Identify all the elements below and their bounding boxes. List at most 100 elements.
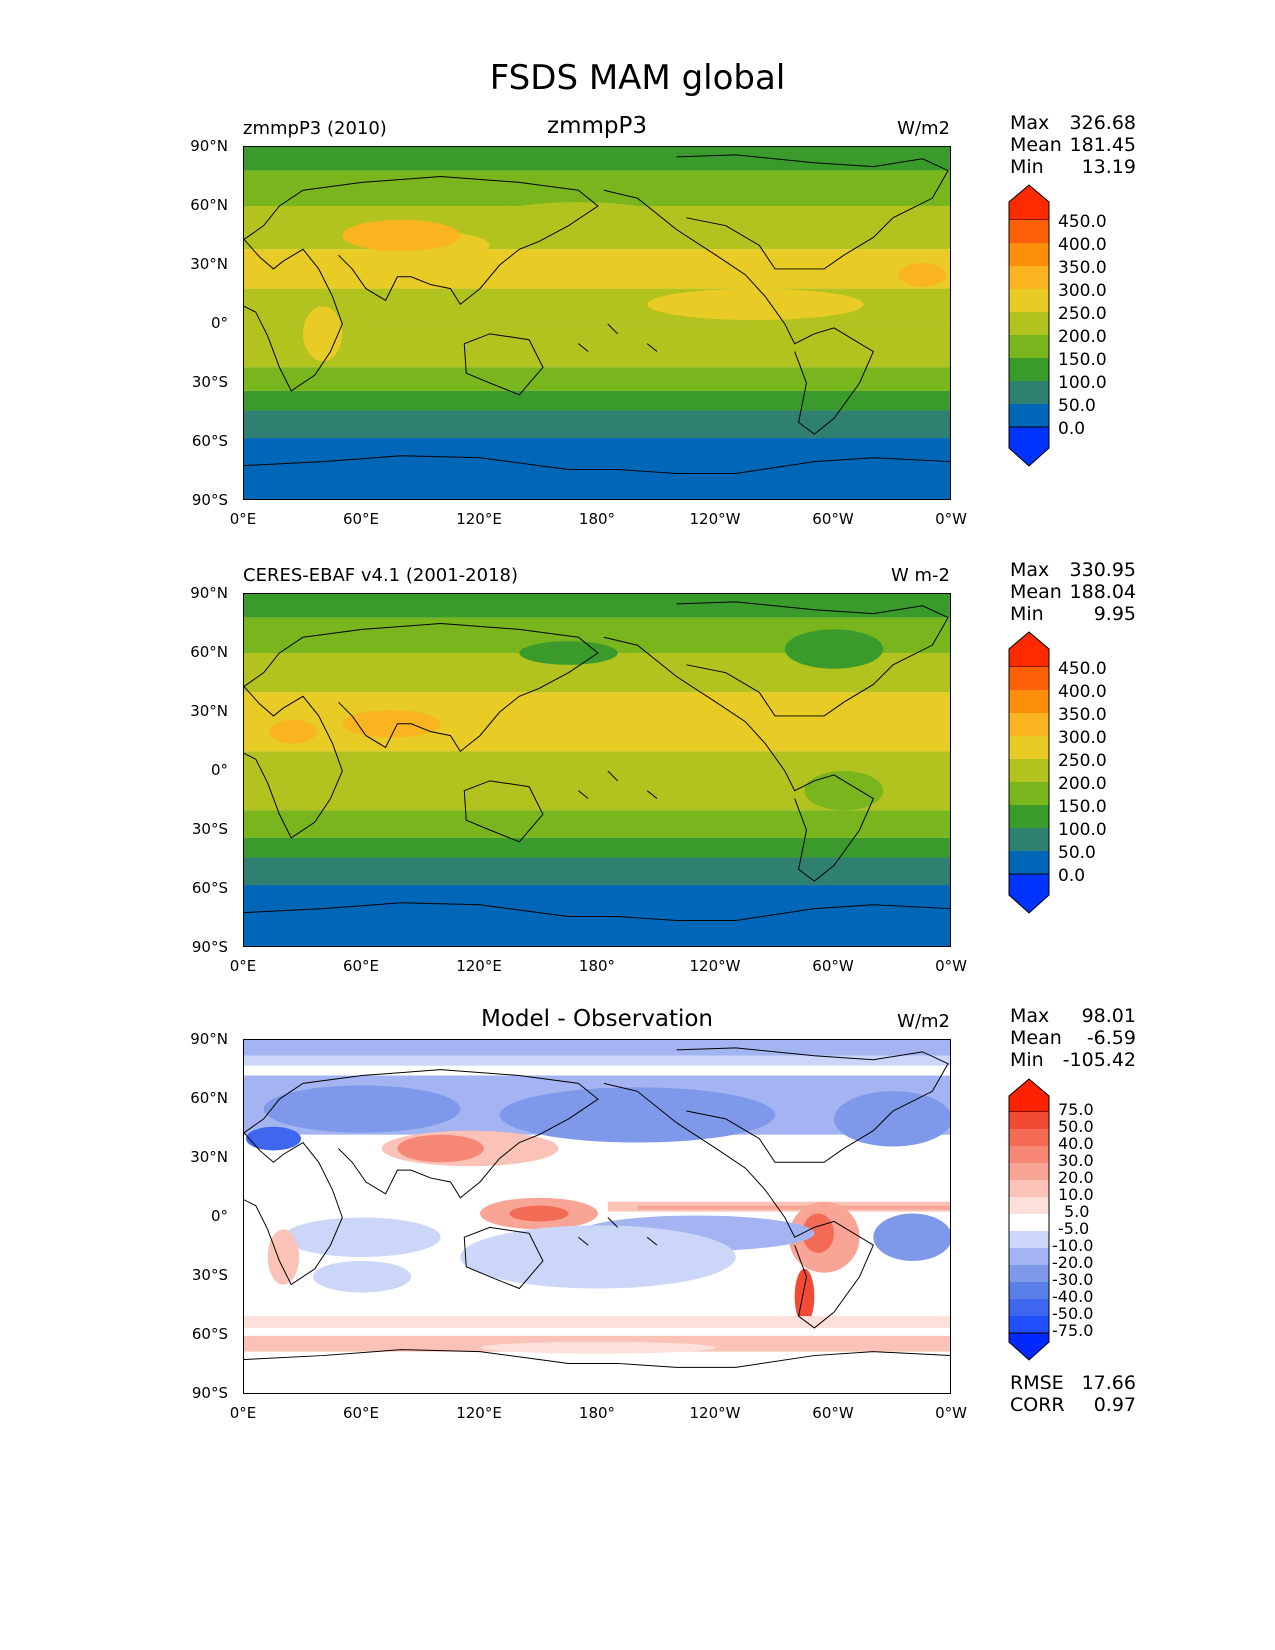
panel2-map <box>243 593 951 947</box>
panel1-cb-label-0: 450.0 <box>1058 212 1107 232</box>
panel3-extra-stats: RMSE 17.66 CORR 0.97 <box>1010 1372 1136 1416</box>
panel3-lon-label-120w: 120°W <box>689 1404 741 1422</box>
panel1-lat-label-eq: 0° <box>210 314 228 332</box>
panel3-colorbar <box>1008 1078 1050 1361</box>
panel3-lat-label-60n: 60°N <box>190 1089 228 1107</box>
panel3-cb-label-0: 75.0 <box>1058 1100 1094 1119</box>
panel2-lon-label-60e: 60°E <box>342 957 380 975</box>
panel3-cb-label-11: -40.0 <box>1052 1287 1094 1306</box>
panel1-colorbar <box>1008 184 1050 467</box>
panel1-field-bands <box>244 147 950 499</box>
panel2-cb-label-6: 150.0 <box>1058 797 1107 817</box>
panel1-lat-label-90n: 90°N <box>190 137 228 155</box>
panel3-coastlines <box>244 1047 950 1368</box>
panel3-field-anomalies <box>244 1040 950 1393</box>
panel3-lat-label-eq: 0° <box>210 1207 228 1225</box>
panel3-lon-label-60w: 60°W <box>812 1404 854 1422</box>
panel3-stat-mean-value: -6.59 <box>1086 1027 1136 1049</box>
panel2-lat-label-30s: 30°S <box>191 820 228 838</box>
panel1-cb-label-4: 250.0 <box>1058 304 1107 324</box>
panel3-lon-label-60e: 60°E <box>342 1404 380 1422</box>
panel1-stat-min-value: 13.19 <box>1081 156 1136 178</box>
panel2-stat-mean-label: Mean <box>1010 581 1062 603</box>
panel2-cb-label-8: 50.0 <box>1058 843 1096 863</box>
panel1-cb-label-2: 350.0 <box>1058 258 1107 278</box>
panel3-cb-label-3: 30.0 <box>1058 1151 1094 1170</box>
panel1-lat-label-30n: 30°N <box>190 255 228 273</box>
panel3-units: W/m2 <box>897 1011 950 1032</box>
panel2-lat-label-30n: 30°N <box>190 702 228 720</box>
panel2-cb-label-9: 0.0 <box>1058 866 1086 886</box>
panel1-cb-label-7: 100.0 <box>1058 373 1107 393</box>
panel3-stat-min-label: Min <box>1010 1049 1044 1071</box>
panel3-lat-label-60s: 60°S <box>191 1325 228 1343</box>
panel1-units: W/m2 <box>897 118 950 139</box>
panel1-cb-label-9: 0.0 <box>1058 419 1086 439</box>
panel3-stat-min-value: -105.42 <box>1062 1049 1136 1071</box>
panel3-lat-label-30n: 30°N <box>190 1148 228 1166</box>
panel2-lat-label-90s: 90°S <box>191 938 228 956</box>
panel1-lon-label-0e: 0°E <box>229 510 257 528</box>
panel2-left-title: CERES-EBAF v4.1 (2001-2018) <box>243 565 519 586</box>
panel2-stat-max-value: 330.95 <box>1069 559 1136 581</box>
panel1-center-title: zmmpP3 <box>547 113 647 139</box>
panel1-stat-max-label: Max <box>1010 112 1050 134</box>
panel2-field-bands <box>244 594 950 946</box>
panel1-lat-label-90s: 90°S <box>191 491 228 509</box>
panel3-stat-max-label: Max <box>1010 1005 1050 1027</box>
panel3-lat-label-30s: 30°S <box>191 1266 228 1284</box>
panel2-lon-label-120w: 120°W <box>689 957 741 975</box>
panel3-stat-rmse-label: RMSE <box>1010 1372 1064 1394</box>
panel2-lon-label-0w: 0°W <box>935 957 967 975</box>
panel2-stat-min-value: 9.95 <box>1093 603 1136 625</box>
panel3-cb-label-7: -5.0 <box>1058 1219 1090 1238</box>
panel3-stat-corr-value: 0.97 <box>1093 1394 1136 1416</box>
panel2-lat-label-90n: 90°N <box>190 584 228 602</box>
panel3-cb-label-1: 50.0 <box>1058 1117 1094 1136</box>
panel3-cb-label-6: 5.0 <box>1064 1202 1090 1221</box>
panel3-cb-label-4: 20.0 <box>1058 1168 1094 1187</box>
panel2-lon-label-0e: 0°E <box>229 957 257 975</box>
panel2-lat-label-60s: 60°S <box>191 879 228 897</box>
panel2-lat-label-eq: 0° <box>210 761 228 779</box>
panel1-cb-label-5: 200.0 <box>1058 327 1107 347</box>
panel3-cb-label-10: -30.0 <box>1052 1270 1094 1289</box>
panel2-cb-label-3: 300.0 <box>1058 728 1107 748</box>
panel1-stat-mean-label: Mean <box>1010 134 1062 156</box>
panel3-cb-label-8: -10.0 <box>1052 1236 1094 1255</box>
panel2-stat-min-label: Min <box>1010 603 1044 625</box>
panel3-map-svg <box>244 1040 950 1393</box>
panel2-cb-label-2: 350.0 <box>1058 705 1107 725</box>
panel2-lon-label-180: 180° <box>578 957 616 975</box>
panel2-cb-label-1: 400.0 <box>1058 682 1107 702</box>
panel2-lat-label-60n: 60°N <box>190 643 228 661</box>
panel3-stat-max-value: 98.01 <box>1081 1005 1136 1027</box>
panel3-center-title: Model - Observation <box>480 1006 714 1032</box>
panel1-cb-label-6: 150.0 <box>1058 350 1107 370</box>
panel1-lon-label-180: 180° <box>578 510 616 528</box>
panel1-stat-min-label: Min <box>1010 156 1044 178</box>
panel3-lon-label-180: 180° <box>578 1404 616 1422</box>
panel2-cb-label-4: 250.0 <box>1058 751 1107 771</box>
panel1-lon-label-120w: 120°W <box>689 510 741 528</box>
panel3-stat-mean-label: Mean <box>1010 1027 1062 1049</box>
panel1-stats: Max 326.68 Mean 181.45 Min 13.19 <box>1010 112 1136 178</box>
panel3-lon-label-120e: 120°E <box>456 1404 502 1422</box>
panel2-map-svg <box>244 594 950 946</box>
panel3-map <box>243 1039 951 1394</box>
panel1-lat-label-60s: 60°S <box>191 432 228 450</box>
panel3-stat-corr-label: CORR <box>1010 1394 1065 1416</box>
panel1-stat-mean-value: 181.45 <box>1069 134 1136 156</box>
panel3-cb-label-5: 10.0 <box>1058 1185 1094 1204</box>
panel3-lon-label-0e: 0°E <box>229 1404 257 1422</box>
panel1-lon-label-120e: 120°E <box>456 510 502 528</box>
panel1-stat-max-value: 326.68 <box>1069 112 1136 134</box>
panel2-stats: Max 330.95 Mean 188.04 Min 9.95 <box>1010 559 1136 625</box>
panel3-stats: Max 98.01 Mean -6.59 Min -105.42 <box>1010 1005 1136 1071</box>
panel2-units: W m-2 <box>890 565 950 586</box>
panel1-lon-label-60w: 60°W <box>812 510 854 528</box>
panel3-cb-label-13: -75.0 <box>1052 1321 1094 1340</box>
panel1-cb-label-8: 50.0 <box>1058 396 1096 416</box>
panel3-lat-label-90n: 90°N <box>190 1030 228 1048</box>
panel2-cb-label-0: 450.0 <box>1058 659 1107 679</box>
